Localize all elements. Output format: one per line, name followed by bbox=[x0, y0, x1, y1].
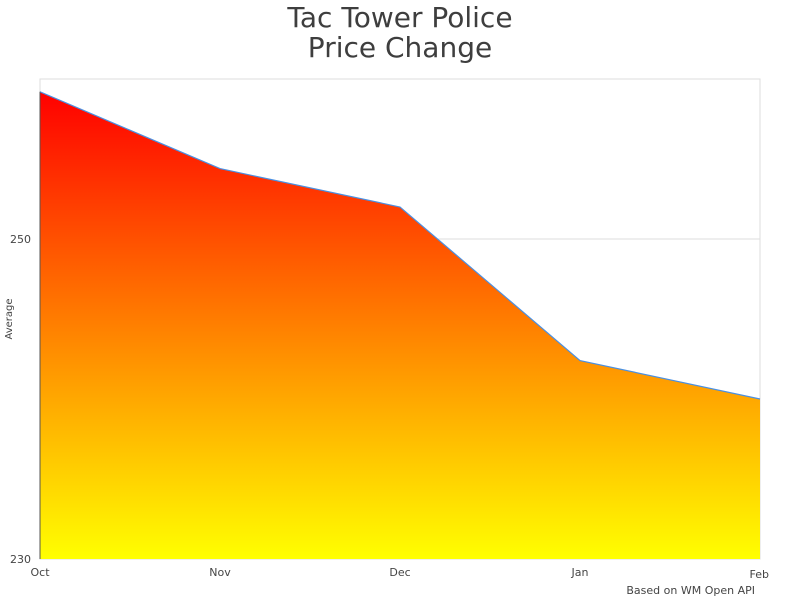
x-tick-label: Feb bbox=[750, 568, 769, 581]
x-tick-label: Nov bbox=[209, 566, 231, 579]
chart-title-line2: Price Change bbox=[307, 31, 493, 64]
area-fill bbox=[40, 91, 760, 560]
credit-text: Based on WM Open API bbox=[626, 584, 755, 597]
x-tick-label: Jan bbox=[571, 566, 589, 579]
x-tick-label: Dec bbox=[389, 566, 410, 579]
chart-title-line1: Tac Tower Police bbox=[287, 1, 513, 34]
y-tick-label: 230 bbox=[10, 553, 31, 566]
x-tick-label: Oct bbox=[30, 566, 50, 579]
y-axis-label: Average bbox=[4, 298, 15, 339]
y-tick-label: 250 bbox=[10, 233, 31, 246]
